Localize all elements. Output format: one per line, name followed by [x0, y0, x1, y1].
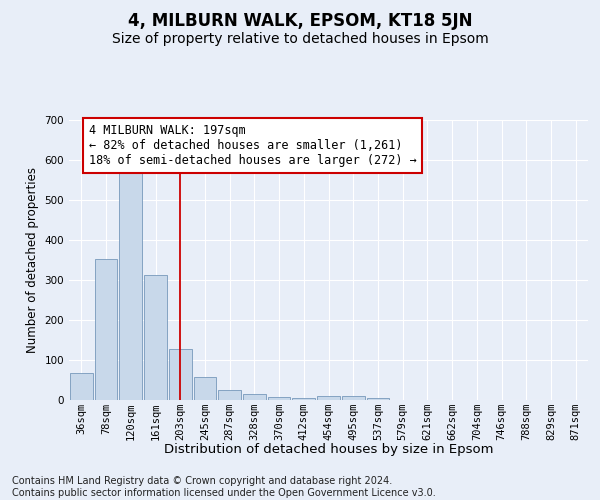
- Text: Distribution of detached houses by size in Epsom: Distribution of detached houses by size …: [164, 442, 494, 456]
- Bar: [342, 396, 365, 400]
- Bar: [218, 390, 241, 400]
- Bar: [95, 259, 118, 400]
- Bar: [292, 398, 315, 400]
- Text: 4, MILBURN WALK, EPSOM, KT18 5JN: 4, MILBURN WALK, EPSOM, KT18 5JN: [128, 12, 472, 30]
- Text: 4 MILBURN WALK: 197sqm
← 82% of detached houses are smaller (1,261)
18% of semi-: 4 MILBURN WALK: 197sqm ← 82% of detached…: [89, 124, 416, 167]
- Bar: [70, 373, 93, 400]
- Bar: [119, 173, 142, 400]
- Bar: [367, 398, 389, 400]
- Text: Size of property relative to detached houses in Epsom: Size of property relative to detached ho…: [112, 32, 488, 46]
- Bar: [317, 396, 340, 400]
- Bar: [194, 377, 216, 400]
- Bar: [243, 394, 266, 400]
- Text: Contains HM Land Registry data © Crown copyright and database right 2024.
Contai: Contains HM Land Registry data © Crown c…: [12, 476, 436, 498]
- Y-axis label: Number of detached properties: Number of detached properties: [26, 167, 39, 353]
- Bar: [144, 275, 167, 400]
- Bar: [169, 349, 191, 400]
- Bar: [268, 397, 290, 400]
